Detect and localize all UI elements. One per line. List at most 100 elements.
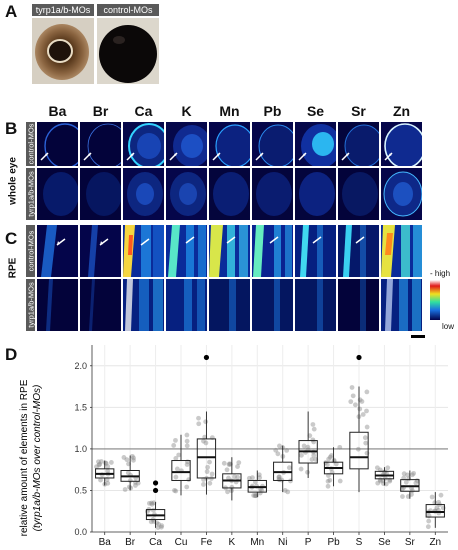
data-point bbox=[325, 478, 331, 484]
data-point bbox=[121, 455, 127, 460]
rpe-tyrp1-pb bbox=[252, 279, 293, 331]
panel-d-letter: D bbox=[5, 345, 18, 364]
whole-eye-tyrp1-se bbox=[295, 168, 336, 220]
data-point bbox=[196, 415, 201, 421]
rpe-label: RPE bbox=[7, 257, 19, 279]
x-tick-label: Pb bbox=[327, 537, 340, 548]
data-point bbox=[282, 488, 288, 493]
rpe-control-sr bbox=[338, 225, 379, 277]
data-point bbox=[131, 457, 136, 463]
data-point bbox=[250, 475, 255, 481]
y-tick-label: 2.0 bbox=[74, 361, 87, 371]
data-point bbox=[159, 523, 165, 529]
data-point bbox=[135, 480, 141, 486]
data-point bbox=[209, 471, 215, 477]
data-point bbox=[246, 475, 252, 481]
data-point bbox=[286, 465, 292, 471]
element-header-zn: Zn bbox=[392, 103, 411, 119]
colorbar bbox=[430, 280, 440, 320]
data-point bbox=[184, 432, 190, 438]
boxplot-chart: relative amount of elements in RPE (tyrp… bbox=[19, 345, 448, 550]
data-point bbox=[172, 487, 177, 493]
data-point bbox=[225, 489, 230, 495]
data-point bbox=[298, 466, 304, 472]
data-point bbox=[359, 399, 365, 404]
panel-c-letter: C bbox=[5, 229, 18, 248]
data-point bbox=[326, 456, 332, 462]
y-tick-label: 0.5 bbox=[74, 485, 87, 495]
data-point bbox=[207, 459, 212, 465]
element-header-k: K bbox=[181, 103, 192, 119]
x-tick-label: K bbox=[229, 537, 236, 548]
element-header-se: Se bbox=[306, 103, 325, 119]
data-point bbox=[149, 500, 154, 506]
tyrp1-mo-label: tyrp1a/b-MOs bbox=[32, 4, 94, 16]
y-tick-label: 1.5 bbox=[74, 402, 87, 412]
data-point bbox=[363, 440, 369, 446]
data-point bbox=[96, 459, 101, 465]
data-point bbox=[434, 505, 440, 511]
data-point bbox=[355, 446, 361, 452]
data-point bbox=[440, 505, 446, 511]
data-point bbox=[350, 393, 356, 399]
data-point bbox=[203, 419, 209, 425]
data-point bbox=[184, 443, 190, 449]
data-point bbox=[375, 480, 381, 486]
x-tick-label: Ni bbox=[278, 537, 287, 548]
data-point bbox=[364, 408, 369, 414]
data-point bbox=[150, 507, 156, 513]
data-point bbox=[425, 524, 431, 530]
data-point bbox=[285, 489, 291, 495]
data-point bbox=[184, 438, 190, 444]
data-point bbox=[377, 477, 383, 483]
data-point bbox=[224, 467, 230, 473]
whole-eye-tyrp1-ba bbox=[37, 168, 78, 220]
outlier-point bbox=[356, 354, 362, 361]
rpe-control-se bbox=[295, 225, 336, 277]
data-point bbox=[122, 487, 128, 492]
data-point bbox=[305, 444, 311, 450]
y-tick-label: 1.0 bbox=[74, 444, 87, 454]
data-point bbox=[208, 476, 214, 481]
element-header-br: Br bbox=[92, 103, 109, 119]
data-point bbox=[301, 443, 307, 449]
whole-eye-control-zn bbox=[381, 122, 422, 166]
data-point bbox=[310, 437, 316, 443]
data-point bbox=[156, 521, 162, 527]
data-point bbox=[226, 475, 231, 481]
data-point bbox=[331, 457, 337, 463]
data-point bbox=[413, 480, 419, 486]
data-point bbox=[327, 454, 333, 460]
element-header-ba: Ba bbox=[48, 103, 67, 119]
rpe-control-br bbox=[80, 225, 121, 277]
data-point bbox=[202, 434, 208, 440]
box bbox=[171, 460, 191, 481]
data-point bbox=[171, 443, 177, 448]
data-point bbox=[362, 435, 368, 441]
whole-eye-tyrp1-mn bbox=[209, 168, 250, 220]
data-point bbox=[353, 402, 358, 408]
y-axis-title-line2: (tyrp1a/b-MOs over control-MOs) bbox=[32, 385, 43, 532]
data-point bbox=[329, 453, 334, 458]
whole-eye-tyrp1-ca bbox=[123, 168, 164, 220]
colorbar-high-label: - high bbox=[430, 269, 451, 278]
whole-eye-tyrp1-k bbox=[166, 168, 207, 220]
data-point bbox=[174, 466, 180, 472]
data-point bbox=[276, 474, 282, 480]
colorbar-low-label: low bbox=[442, 322, 455, 331]
whole-eye-control-sr bbox=[338, 122, 379, 166]
data-point bbox=[235, 474, 241, 480]
y-axis-title: relative amount of elements in RPE (tyrp… bbox=[19, 379, 43, 536]
element-header-mn: Mn bbox=[219, 103, 240, 119]
data-point bbox=[429, 494, 435, 500]
data-point bbox=[403, 479, 409, 485]
panel-a-letter: A bbox=[5, 2, 18, 21]
data-point bbox=[299, 452, 304, 458]
x-tick-label: Mn bbox=[250, 537, 264, 548]
element-header-ca: Ca bbox=[134, 103, 153, 119]
data-point bbox=[94, 464, 99, 470]
rpe-tyrp1-zn bbox=[381, 279, 422, 331]
data-point bbox=[235, 464, 240, 469]
x-tick-label: Se bbox=[378, 537, 391, 548]
data-point bbox=[133, 483, 138, 488]
